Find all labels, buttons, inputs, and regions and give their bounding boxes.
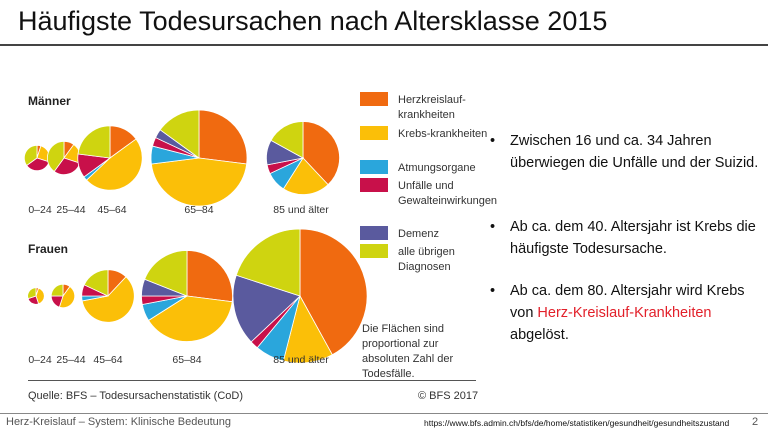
bullet-dot: • — [490, 133, 496, 149]
pie-slice — [270, 121, 304, 159]
group-label-frauen: Frauen — [28, 242, 69, 256]
age-class-label: 0–24 — [28, 354, 52, 366]
age-class-label: 65–84 — [184, 204, 213, 216]
pie-slice — [282, 157, 329, 195]
footer-divider — [0, 413, 768, 414]
pie-slice — [77, 125, 111, 159]
pie-slice — [144, 250, 188, 297]
page-number: 2 — [752, 416, 759, 428]
pie-slice — [85, 138, 143, 191]
bullet-text: Ab ca. dem 40. Altersjahr ist Krebs die … — [510, 219, 756, 257]
legend-swatch — [360, 160, 388, 174]
footer-url: https://www.bfs.admin.ch/bfs/de/home/sta… — [424, 418, 730, 428]
pie-slice — [23, 144, 38, 167]
pie-slice — [159, 109, 200, 159]
age-class-label: 25–44 — [56, 354, 85, 366]
age-class-label: 0–24 — [28, 204, 52, 216]
pie-slice — [35, 287, 45, 305]
legend-swatch — [360, 126, 388, 140]
bullet-dot: • — [490, 219, 496, 235]
pie-slice — [198, 109, 248, 165]
age-class-label: 25–44 — [56, 204, 85, 216]
age-class-label: 65–84 — [172, 354, 201, 366]
slide-title: Häufigste Todesursachen nach Altersklass… — [18, 6, 608, 36]
legend-swatch — [360, 178, 388, 192]
pie-slice — [232, 274, 301, 343]
legend-label: Demenz — [398, 228, 439, 240]
legend-swatch — [360, 226, 388, 240]
age-class-label: 45–64 — [97, 204, 126, 216]
legend-label: Atmungsorgane — [398, 162, 476, 174]
bullet-text-post: abgelöst. — [510, 327, 569, 343]
title-divider — [0, 44, 768, 46]
bullet-highlight: Herz-Kreislauf-Krankheiten — [537, 305, 712, 321]
legend-swatch — [360, 244, 388, 258]
source-divider — [28, 380, 476, 381]
group-label-maenner: Männer — [28, 94, 71, 108]
pie-slice — [58, 285, 76, 309]
chart-copyright: © BFS 2017 — [418, 390, 479, 402]
pie-slice — [81, 276, 135, 323]
bullet-text: Zwischen 16 und ca. 34 Jahren überwiegen… — [510, 133, 759, 171]
chart-source: Quelle: BFS – Todesursachenstatistik (Co… — [28, 390, 243, 402]
pie-slice — [46, 140, 65, 173]
legend-label: Krebs-krankheiten — [398, 128, 488, 140]
pie-slice — [186, 250, 233, 303]
pie-slice — [235, 228, 301, 297]
age-class-label: 45–64 — [93, 354, 122, 366]
age-class-label: 85 und älter — [273, 204, 329, 216]
pie-slice — [83, 269, 109, 297]
bullet-text-pre: Ab ca. dem 80. Altersjahr wird Krebs von — [510, 283, 745, 321]
legend-label: Herzkreislauf-krankheiten — [398, 94, 466, 121]
footer-caption: Herz-Kreislauf – System: Klinische Bedeu… — [6, 416, 231, 428]
legend-label: alle übrigen Diagnosen — [398, 246, 455, 273]
pie-slice — [50, 283, 64, 297]
pie-slice — [299, 228, 368, 356]
chart-note: Die Flächen sind proportional zur absolu… — [362, 323, 454, 380]
age-class-label: 85 und älter — [273, 354, 329, 366]
legend-swatch — [360, 92, 388, 106]
bullet-dot: • — [490, 283, 496, 299]
legend-label: Unfälle und Gewalteinwirkungen — [398, 180, 498, 207]
pie-slice — [27, 287, 37, 300]
pie-slice — [302, 121, 340, 186]
pie-slice — [150, 157, 248, 207]
bullet-text: Ab ca. dem 80. Altersjahr wird Krebs von… — [510, 280, 760, 346]
